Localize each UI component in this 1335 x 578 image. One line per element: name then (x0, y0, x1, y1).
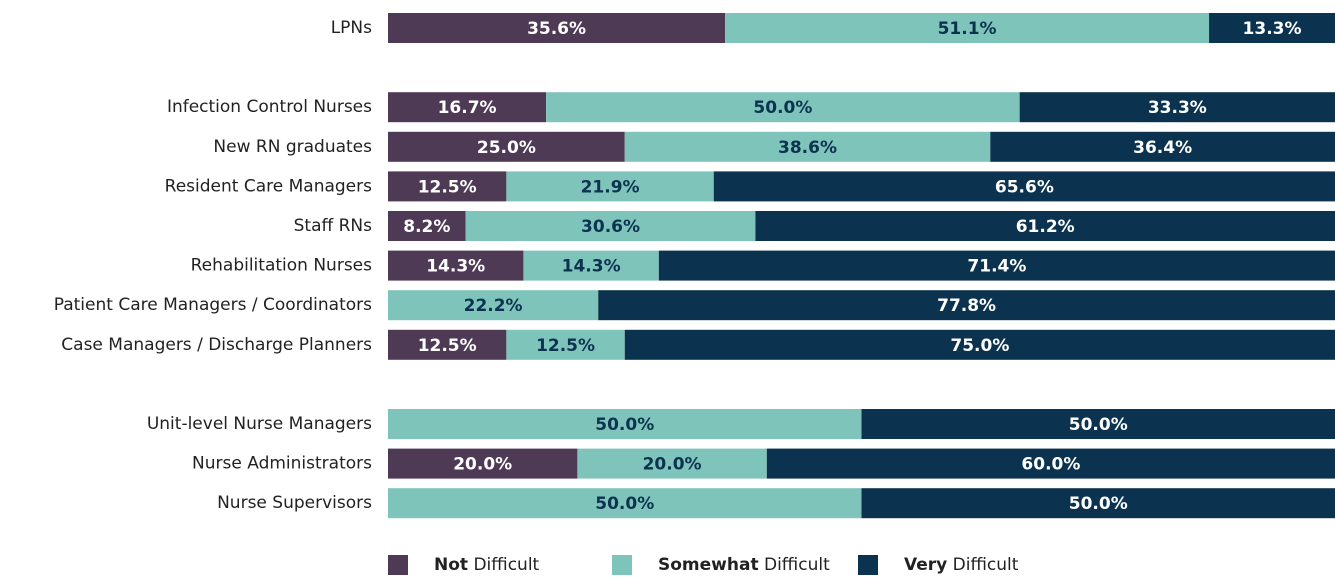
category-label: Patient Care Managers / Coordinators (54, 295, 372, 315)
category-label: LPNs (331, 18, 372, 38)
bar-segment (1019, 92, 1335, 123)
bar-segment (388, 250, 524, 281)
value-label: 20.0% (453, 455, 512, 475)
value-label: 51.1% (938, 19, 997, 39)
value-label: 30.6% (581, 217, 640, 237)
value-label: 33.3% (1148, 98, 1207, 118)
bar-segment (388, 290, 599, 321)
bar-segment (465, 211, 756, 241)
category-label: Case Managers / Discharge Planners (61, 335, 372, 355)
value-label: 50.0% (595, 415, 654, 435)
value-label: 25.0% (477, 138, 536, 158)
value-label: 21.9% (581, 177, 640, 197)
value-label: 50.0% (1069, 494, 1128, 514)
bar-segment (713, 171, 1335, 202)
value-label: 60.0% (1021, 455, 1080, 475)
value-label: 12.5% (418, 336, 477, 356)
legend-label: Not Difficult (434, 555, 540, 575)
legend-swatch (858, 555, 878, 575)
value-label: 20.0% (643, 455, 702, 475)
bar-segment (388, 448, 578, 479)
category-label: Resident Care Managers (165, 176, 372, 196)
bar-segment (546, 92, 1020, 123)
value-label: 50.0% (1069, 415, 1128, 435)
legend-label: Somewhat Difficult (658, 555, 830, 575)
bar-segment (388, 409, 862, 439)
category-label: Rehabilitation Nurses (191, 256, 373, 276)
bar-segment (725, 13, 1210, 43)
value-label: 12.5% (418, 177, 477, 197)
value-label: 50.0% (595, 494, 654, 514)
value-label: 61.2% (1016, 217, 1075, 237)
bar-segment (388, 488, 862, 519)
bar-segment (506, 171, 714, 202)
bar-segment (861, 488, 1335, 519)
legend-swatch (612, 555, 632, 575)
bar-segment (388, 211, 466, 241)
value-label: 36.4% (1133, 138, 1192, 158)
bar-segment (577, 448, 767, 479)
bar-segment (624, 131, 991, 162)
bar-segment (624, 329, 1335, 360)
legend-label: Very Difficult (904, 555, 1019, 575)
value-label: 22.2% (464, 296, 523, 316)
value-label: 50.0% (753, 98, 812, 118)
value-label: 12.5% (536, 336, 595, 356)
bar-segment (388, 92, 547, 123)
bar-segment (388, 13, 726, 43)
value-label: 75.0% (950, 336, 1009, 356)
value-label: 14.3% (562, 257, 621, 277)
value-label: 77.8% (937, 296, 996, 316)
category-label: Infection Control Nurses (167, 97, 372, 117)
value-label: 38.6% (778, 138, 837, 158)
category-label: Nurse Administrators (192, 454, 372, 474)
bar-segment (658, 250, 1335, 281)
bar-segment (506, 329, 625, 360)
bar-segment (388, 171, 507, 202)
bar-segment (523, 250, 659, 281)
bar-segment (755, 211, 1335, 241)
value-label: 35.6% (527, 19, 586, 39)
category-label: Staff RNs (294, 216, 373, 236)
bar-segment (766, 448, 1335, 479)
bar-segment (388, 329, 507, 360)
category-label: Nurse Supervisors (217, 493, 372, 513)
value-label: 8.2% (403, 217, 450, 237)
bar-segment (990, 131, 1335, 162)
bar-segment (388, 131, 625, 162)
value-label: 13.3% (1243, 19, 1302, 39)
value-label: 71.4% (967, 257, 1026, 277)
bar-segment (861, 409, 1335, 439)
bar-segment (1209, 13, 1335, 43)
category-label: Unit-level Nurse Managers (147, 414, 372, 434)
legend-swatch (388, 555, 408, 575)
value-label: 16.7% (438, 98, 497, 118)
value-label: 14.3% (426, 257, 485, 277)
bar-segment (598, 290, 1335, 321)
category-label: New RN graduates (213, 137, 372, 157)
value-label: 65.6% (995, 177, 1054, 197)
